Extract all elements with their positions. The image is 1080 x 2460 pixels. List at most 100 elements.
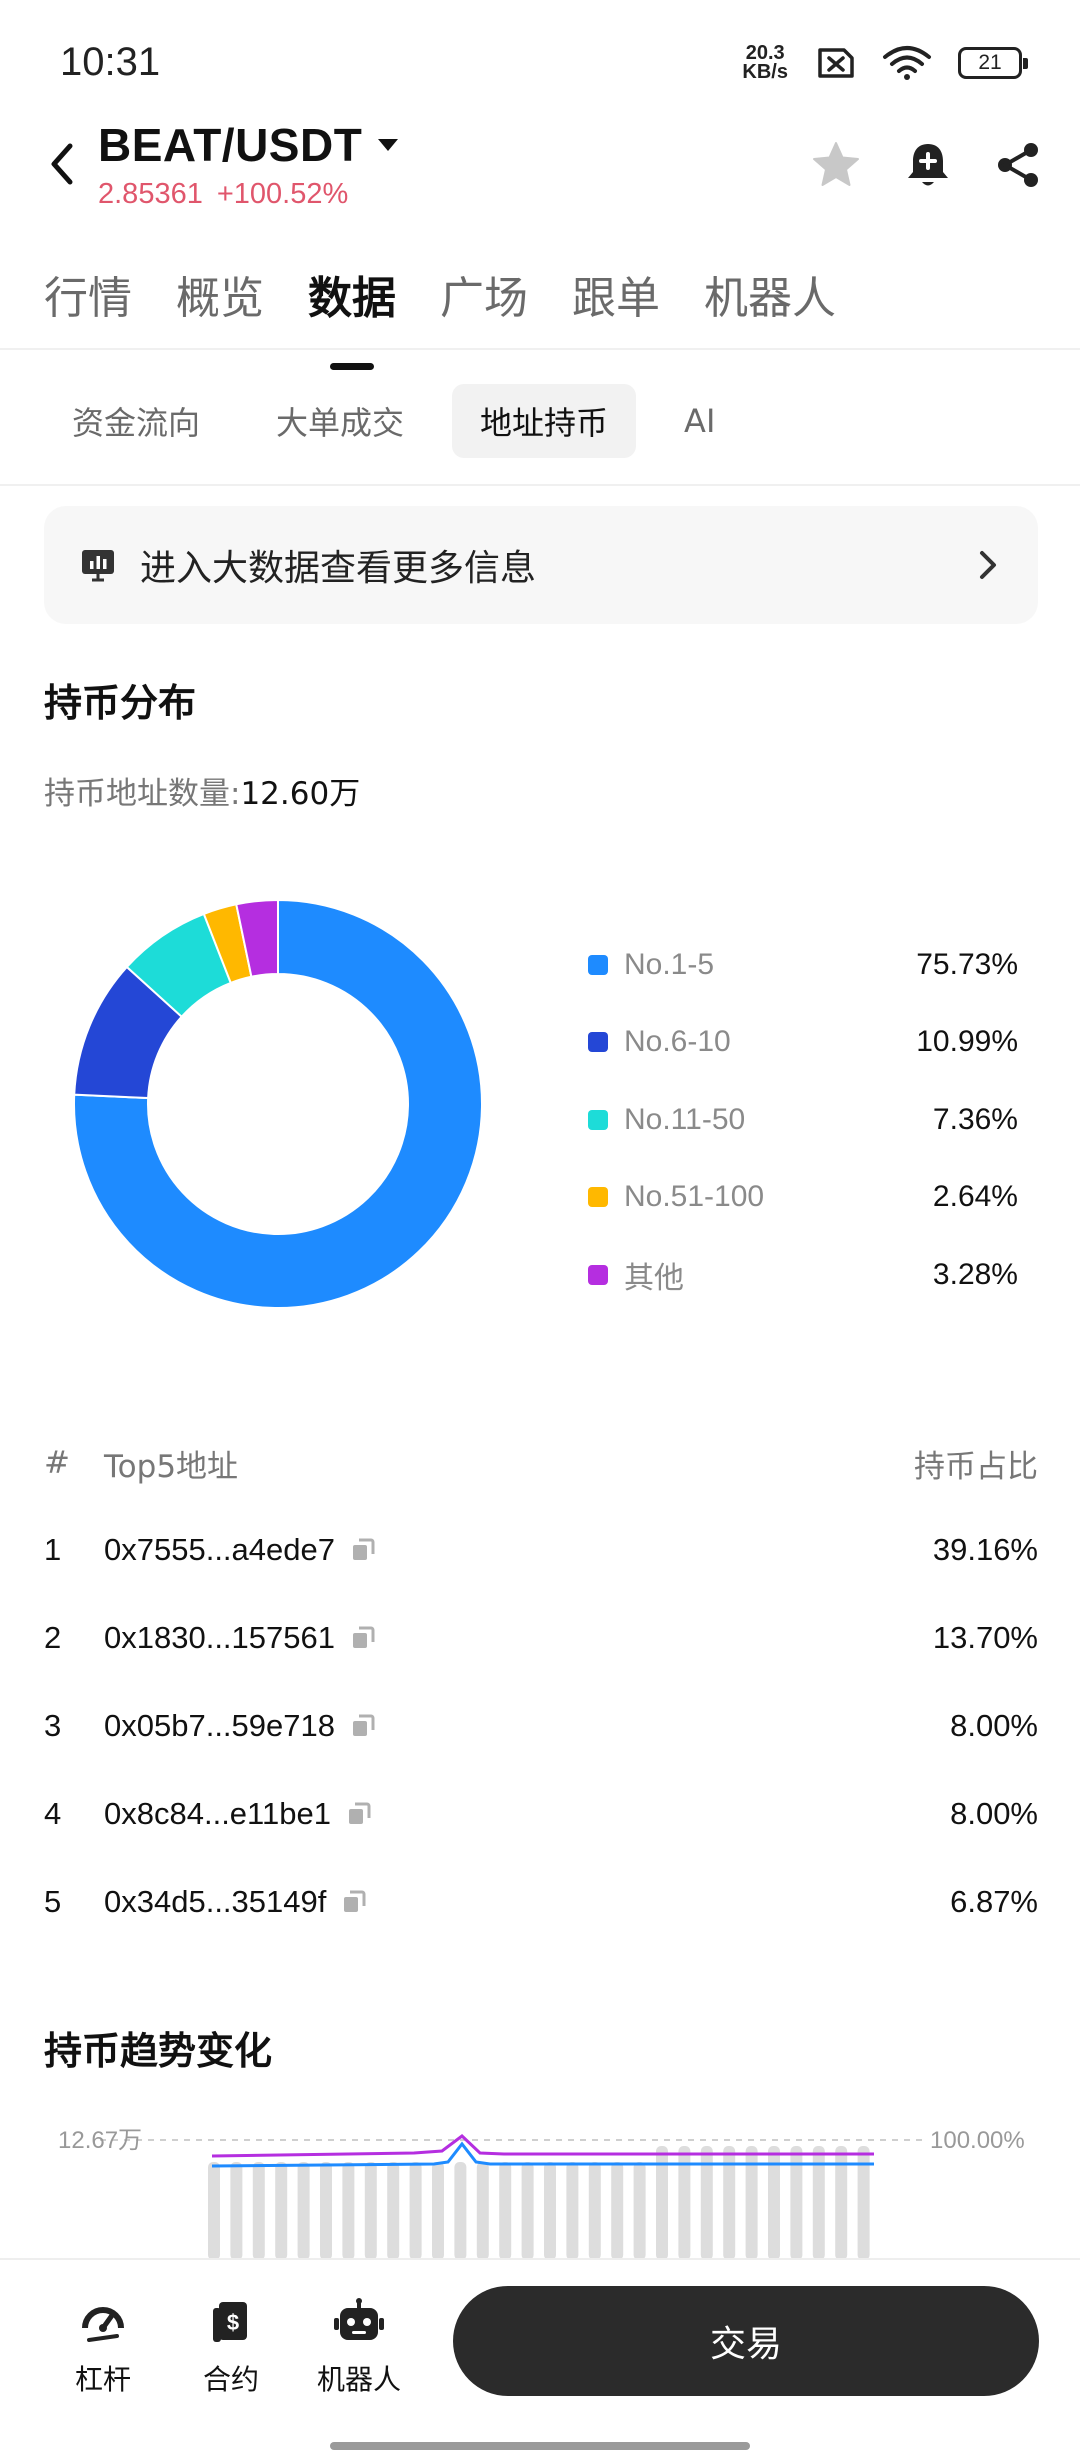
table-header: # Top5地址 持币占比 bbox=[44, 1432, 1038, 1494]
trend-bar bbox=[611, 2162, 624, 2260]
status-icons: 20.3 KB/s 21 bbox=[742, 38, 1028, 88]
leverage-icon bbox=[82, 2307, 124, 2342]
trend-bar bbox=[544, 2162, 556, 2260]
legend-item: No.6-10 10.99% bbox=[588, 1004, 1018, 1082]
last-price: 2.85361 bbox=[98, 178, 203, 210]
trend-bar bbox=[633, 2162, 646, 2260]
nav-contract[interactable]: $ 合约 bbox=[176, 2298, 286, 2398]
copy-icon[interactable] bbox=[347, 1802, 371, 1826]
trend-bar bbox=[768, 2146, 780, 2260]
legend-value: 3.28% bbox=[932, 1257, 1018, 1291]
tab-square[interactable]: 广场 bbox=[440, 273, 528, 324]
donut-slice bbox=[235, 898, 279, 978]
subtab-large-trades[interactable]: 大单成交 bbox=[276, 404, 405, 442]
net-speed: 20.3 KB/s bbox=[742, 42, 788, 83]
legend-value: 2.64% bbox=[932, 1180, 1018, 1214]
trend-bar bbox=[320, 2162, 332, 2260]
legend-item: 其他 3.28% bbox=[588, 1236, 1018, 1314]
trend-bar bbox=[476, 2162, 489, 2260]
trend-bar bbox=[275, 2162, 288, 2260]
legend-label: No.51-100 bbox=[624, 1180, 765, 1214]
sim-off-icon bbox=[818, 48, 854, 78]
trade-button[interactable]: 交易 bbox=[453, 2286, 1039, 2396]
chevron-right-icon bbox=[980, 551, 996, 579]
legend-value: 7.36% bbox=[932, 1102, 1018, 1136]
trend-bar bbox=[588, 2162, 601, 2260]
tab-market[interactable]: 行情 bbox=[44, 273, 132, 324]
subtab-address-holdings[interactable]: 地址持币 bbox=[452, 384, 637, 458]
tab-copy-trading[interactable]: 跟单 bbox=[572, 273, 660, 324]
trend-series-line bbox=[211, 2141, 874, 2168]
share: 13.70% bbox=[932, 1620, 1038, 1655]
trend-right-axis-label: 100.00% bbox=[930, 2127, 1025, 2154]
nav-contract-label: 合约 bbox=[202, 2363, 259, 2396]
holders-count-label: 持币地址数量: bbox=[44, 776, 241, 812]
nav-leverage[interactable]: 杠杆 bbox=[48, 2298, 158, 2398]
trend-series-line bbox=[211, 2134, 874, 2158]
rank: 2 bbox=[44, 1620, 62, 1655]
net-speed-unit: KB/s bbox=[742, 61, 788, 83]
trend-bar bbox=[499, 2162, 512, 2260]
tab-bots[interactable]: 机器人 bbox=[704, 273, 836, 324]
table-row: 3 0x05b7...59e718 8.00% bbox=[44, 1682, 1038, 1770]
tab-data[interactable]: 数据 bbox=[308, 262, 396, 326]
contract-icon: $ bbox=[213, 2302, 247, 2342]
legend-item: No.11-50 7.36% bbox=[588, 1081, 1018, 1159]
caret-down-icon[interactable] bbox=[372, 134, 404, 156]
subtab-ai[interactable]: AI bbox=[684, 402, 716, 440]
presentation-icon bbox=[82, 550, 114, 582]
rank: 3 bbox=[44, 1708, 62, 1743]
trend-bar bbox=[745, 2146, 758, 2260]
trend-bar bbox=[230, 2162, 243, 2260]
net-speed-value: 20.3 bbox=[745, 42, 785, 64]
nav-robot[interactable]: 机器人 bbox=[304, 2298, 414, 2398]
trend-bar bbox=[409, 2162, 422, 2260]
legend-swatch bbox=[588, 1264, 608, 1285]
trend-bars bbox=[208, 2146, 870, 2260]
battery-level: 21 bbox=[978, 51, 1002, 74]
copy-icon[interactable] bbox=[351, 1626, 375, 1650]
share-icon[interactable] bbox=[988, 135, 1048, 195]
rank: 1 bbox=[44, 1532, 62, 1567]
banner-text: 进入大数据查看更多信息 bbox=[140, 548, 537, 589]
legend-label: 其他 bbox=[624, 1261, 684, 1295]
holding-trend-chart: 12.67万 100.00% bbox=[44, 2110, 1038, 2260]
alert-bell-icon[interactable] bbox=[898, 135, 958, 195]
tab-overview[interactable]: 概览 bbox=[176, 273, 264, 324]
table-row: 1 0x7555...a4ede7 39.16% bbox=[44, 1506, 1038, 1594]
share: 39.16% bbox=[932, 1532, 1038, 1567]
table-row: 5 0x34d5...35149f 6.87% bbox=[44, 1858, 1038, 1946]
address: 0x7555...a4ede7 bbox=[104, 1532, 335, 1567]
trend-bar bbox=[566, 2162, 579, 2260]
col-share-header: 持币占比 bbox=[914, 1448, 1038, 1485]
legend-label: No.11-50 bbox=[624, 1102, 746, 1136]
home-indicator[interactable] bbox=[330, 2442, 750, 2450]
copy-icon[interactable] bbox=[351, 1538, 375, 1562]
trend-bar bbox=[297, 2162, 310, 2260]
trend-bar bbox=[700, 2146, 713, 2260]
wifi-icon bbox=[883, 46, 931, 80]
distribution-title: 持币分布 bbox=[44, 681, 197, 725]
top5-table: # Top5地址 持币占比 1 0x7555...a4ede7 39.16% 2… bbox=[44, 1432, 1038, 1946]
legend-label: No.6-10 bbox=[624, 1025, 731, 1059]
copy-icon[interactable] bbox=[342, 1890, 366, 1914]
col-address-header: Top5地址 bbox=[104, 1448, 239, 1485]
tabs-divider bbox=[0, 348, 1080, 350]
copy-icon[interactable] bbox=[351, 1714, 375, 1738]
trend-bar bbox=[342, 2162, 355, 2260]
nav-robot-label: 机器人 bbox=[316, 2363, 401, 2396]
trend-bar bbox=[835, 2146, 848, 2260]
price-change: +100.52% bbox=[216, 178, 349, 210]
table-row: 4 0x8c84...e11be1 8.00% bbox=[44, 1770, 1038, 1858]
favorite-star-icon[interactable] bbox=[806, 135, 866, 195]
col-rank-header: # bbox=[44, 1445, 70, 1481]
trend-chart-svg: 12.67万 100.00% bbox=[58, 2127, 1025, 2260]
big-data-banner[interactable]: 进入大数据查看更多信息 bbox=[44, 506, 1038, 624]
trend-bar bbox=[790, 2146, 803, 2260]
pair-title[interactable]: BEAT/USDT bbox=[98, 119, 363, 171]
share: 8.00% bbox=[950, 1708, 1038, 1743]
back-arrow-icon[interactable] bbox=[40, 136, 86, 192]
trend-bar bbox=[454, 2162, 467, 2260]
subtab-fund-flow[interactable]: 资金流向 bbox=[72, 404, 201, 442]
legend-value: 10.99% bbox=[916, 1025, 1018, 1059]
